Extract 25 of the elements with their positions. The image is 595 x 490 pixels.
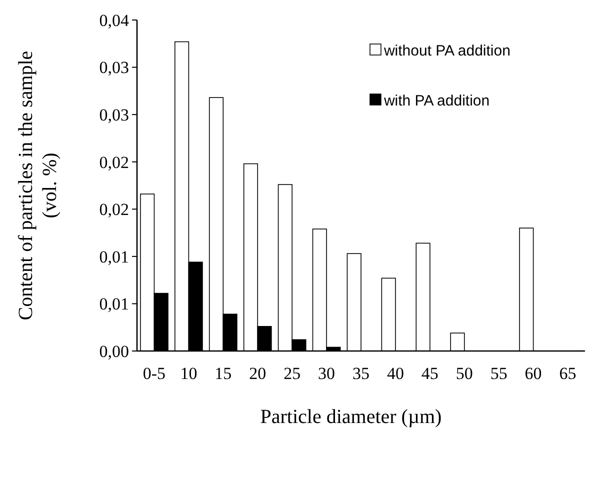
x-axis-title: Particle diameter (µm) — [260, 406, 442, 428]
legend-label: without PA addition — [382, 42, 510, 60]
x-tick-label: 10 — [180, 364, 198, 383]
y-tick-label: 0,04 — [99, 10, 130, 30]
x-tick-label: 30 — [318, 364, 336, 383]
x-tick-label: 60 — [524, 364, 542, 383]
y-tick-label: 0,03 — [99, 106, 129, 125]
x-tick-label: 40 — [386, 364, 404, 383]
x-tick-label: 15 — [214, 364, 232, 383]
y-tick-label: 0,03 — [99, 58, 129, 78]
legend-label: with PA addition — [382, 92, 490, 110]
x-tick-label: 25 — [284, 364, 301, 383]
x-tick-label: 50 — [456, 364, 473, 383]
y-tick-label: 0,00 — [99, 342, 129, 361]
x-tick-label: 45 — [421, 364, 438, 383]
x-tick-label: 35 — [352, 364, 370, 383]
y-tick-label: 0,02 — [99, 200, 129, 220]
y-axis-title: Content of particles in the sample (vol. %) — [15, 50, 61, 320]
x-tick-label: 55 — [490, 364, 508, 383]
x-tick-label: 65 — [559, 364, 576, 383]
x-tick-label: 0-5 — [142, 364, 166, 383]
y-tick-label: 0,02 — [99, 152, 129, 172]
x-tick-label: 20 — [249, 364, 266, 383]
y-tick-label: 0,01 — [99, 294, 129, 314]
y-tick-label: 0,01 — [99, 247, 129, 266]
